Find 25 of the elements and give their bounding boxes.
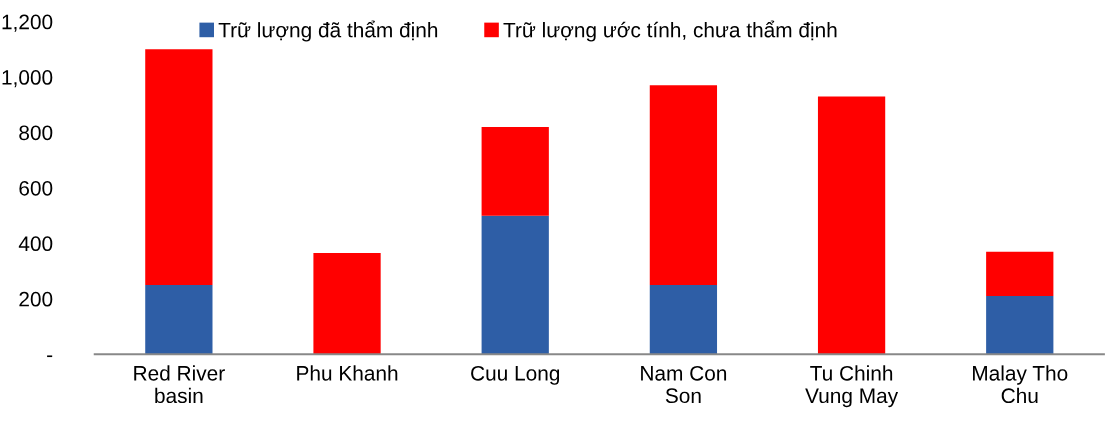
bar xyxy=(145,284,213,355)
bar xyxy=(145,49,213,285)
y-tick-label: 400 xyxy=(18,236,53,252)
bar xyxy=(649,85,718,285)
x-tick-label: Tu Chinh Vung May xyxy=(805,365,899,408)
legend-label: Trữ lượng ước tính, chưa thẩm định xyxy=(503,20,837,42)
bar xyxy=(481,215,549,355)
bar xyxy=(313,253,381,355)
bar xyxy=(817,96,886,355)
y-tick-label: 200 xyxy=(19,291,53,307)
legend-label: Trữ lượng đã thẩm định xyxy=(218,20,438,42)
x-tick-label: Cuu Long xyxy=(471,365,560,385)
bar xyxy=(649,284,718,355)
y-tick-label: 1,200 xyxy=(2,14,53,32)
y-tick-label: 600 xyxy=(19,180,53,196)
bar xyxy=(481,126,549,216)
y-tick-label: - xyxy=(47,355,53,358)
x-tick-label: Nam Con Son xyxy=(641,365,727,404)
y-tick-label: 800 xyxy=(19,125,53,141)
x-tick-label: Malay Tho Chu xyxy=(973,365,1068,404)
bar xyxy=(986,251,1054,297)
x-tick-label: Red River basin xyxy=(134,365,225,404)
x-tick-label: Phu Khanh xyxy=(297,365,398,381)
bar xyxy=(986,296,1054,355)
y-tick-label: 1,000 xyxy=(2,70,53,88)
